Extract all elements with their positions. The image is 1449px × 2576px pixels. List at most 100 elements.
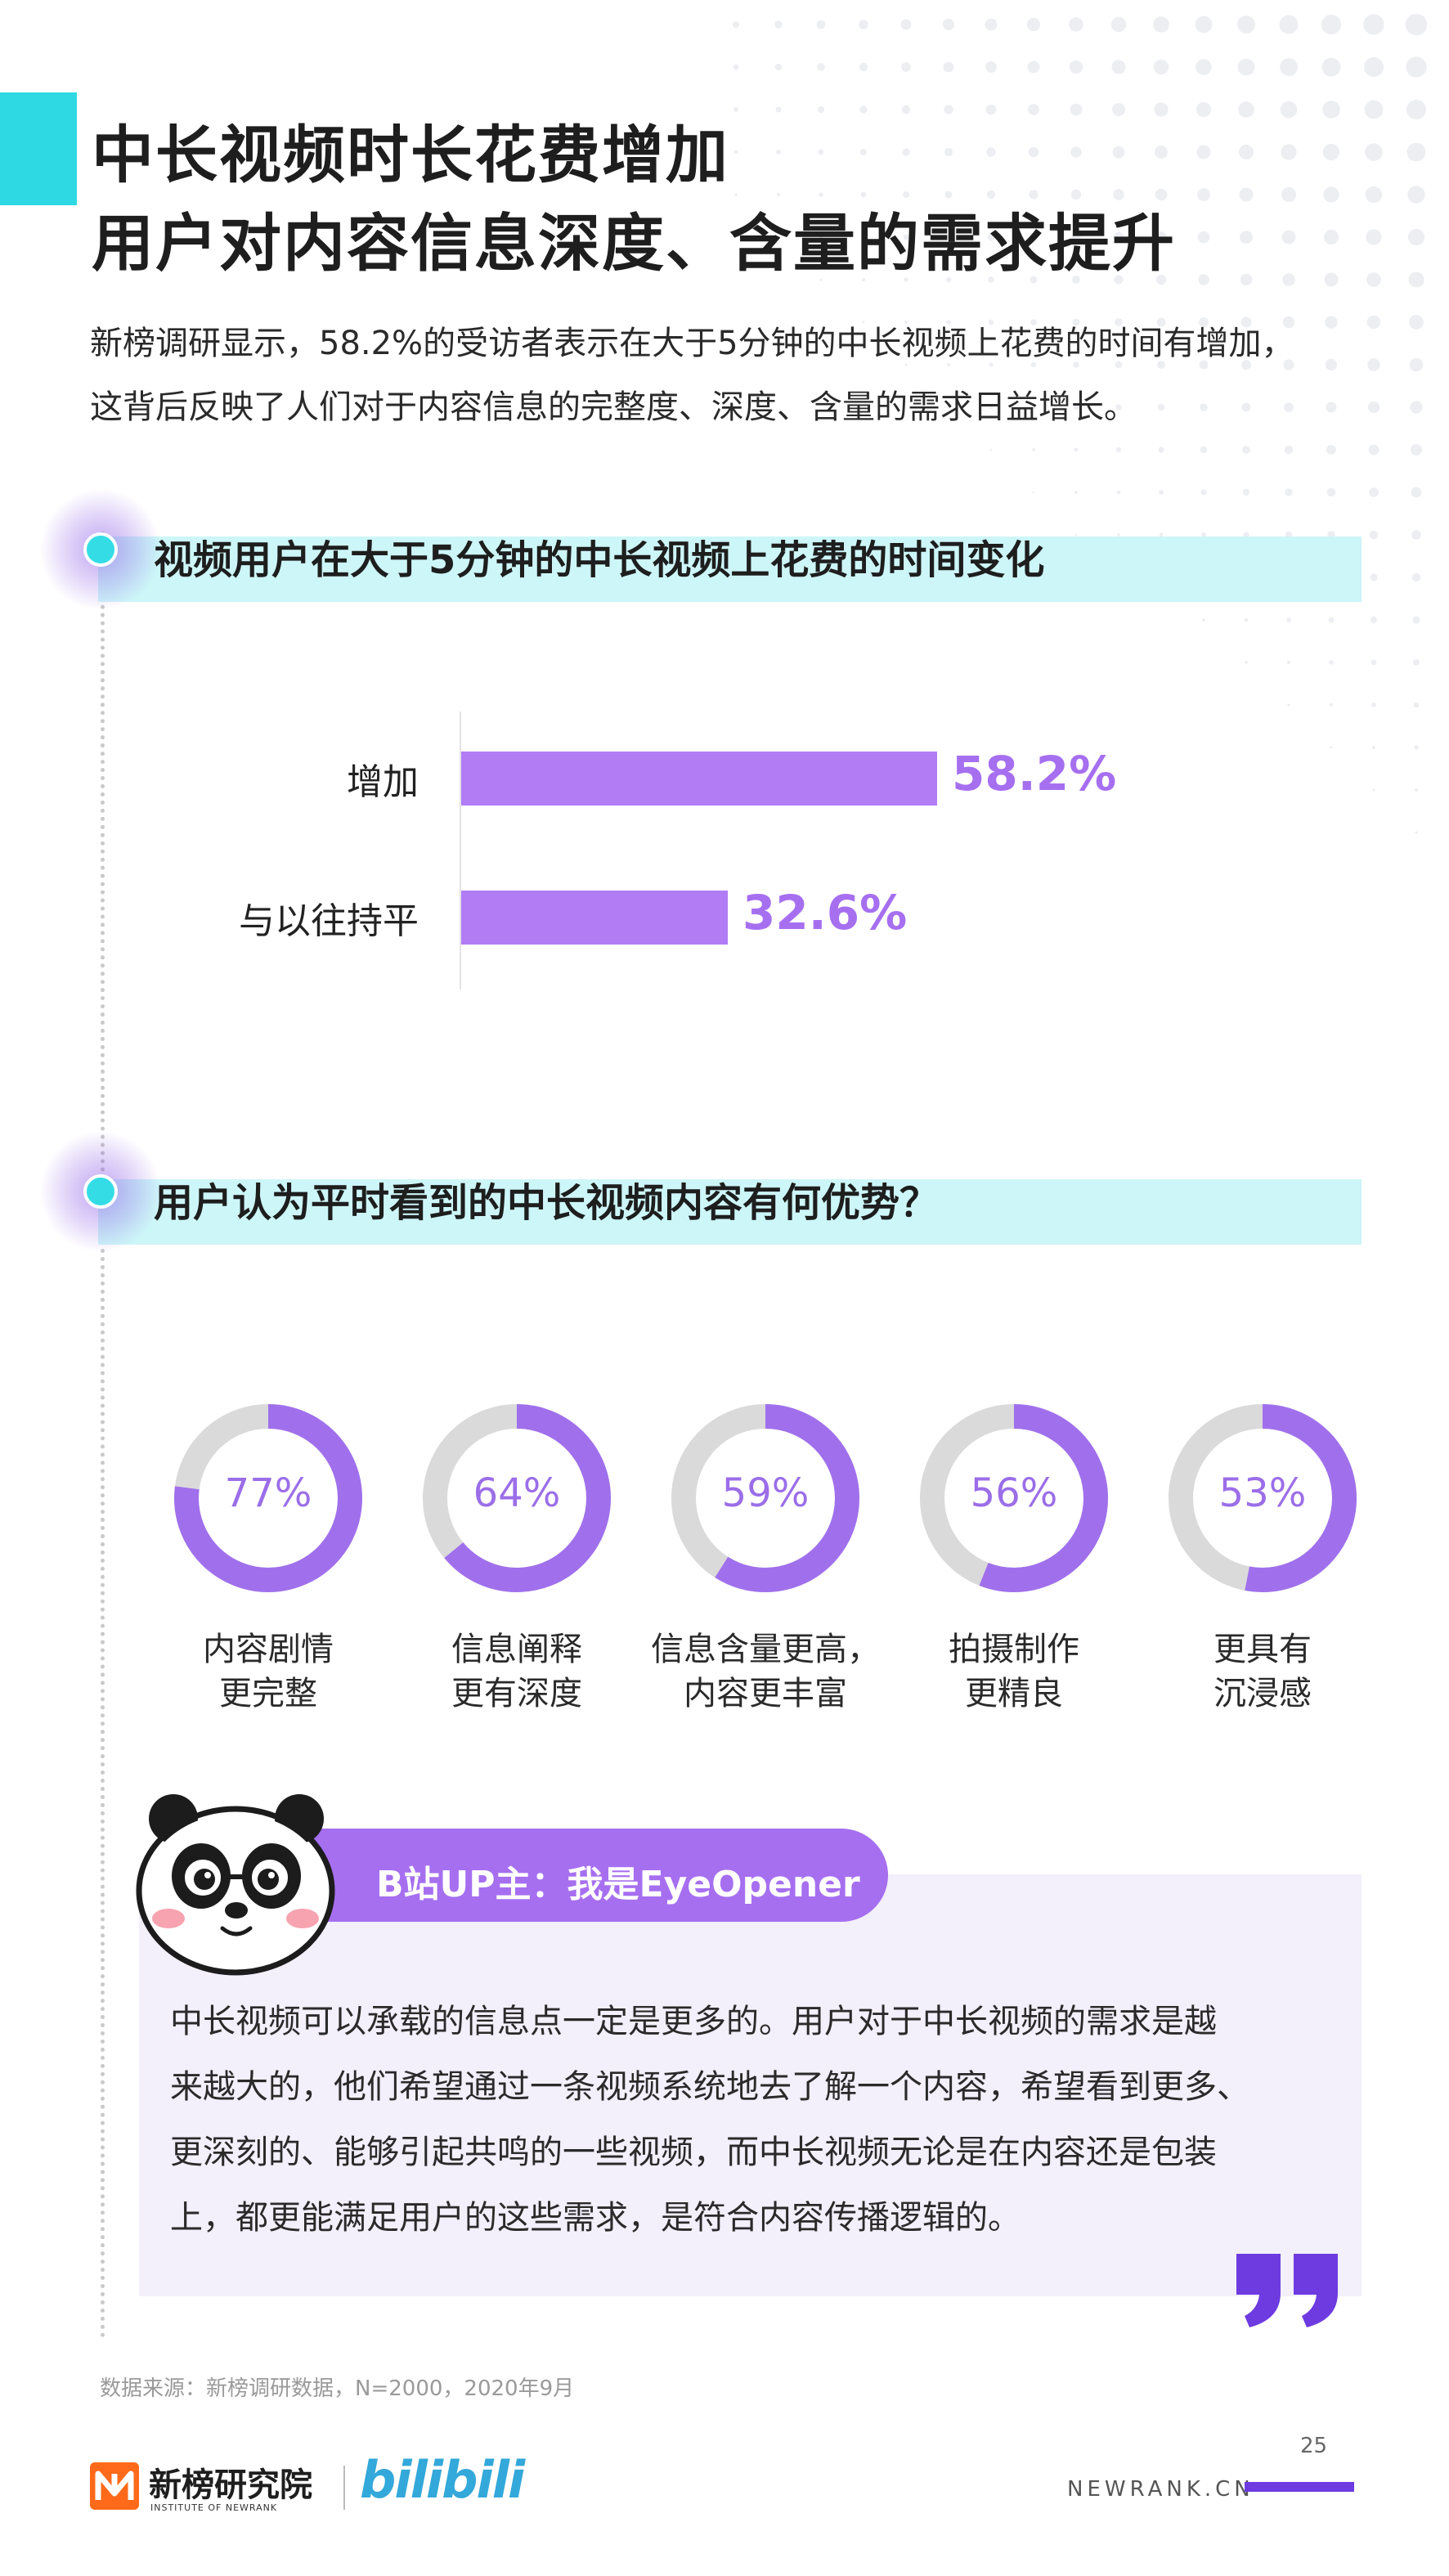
background-dot [900, 19, 912, 30]
background-dot [1321, 57, 1341, 77]
background-dot [1411, 572, 1421, 582]
donut-2: 64% [419, 1400, 615, 1596]
background-dot [1322, 143, 1340, 161]
background-dot [1282, 273, 1295, 286]
background-dot [861, 235, 866, 240]
background-dot [1074, 491, 1078, 494]
newrank-logo-icon [90, 2462, 139, 2510]
page-number: 25 [1300, 2434, 1328, 2458]
background-dot [1032, 491, 1035, 494]
bar-same [461, 891, 728, 945]
background-dot [1325, 358, 1338, 371]
background-dot [1366, 315, 1381, 330]
background-dot [1111, 60, 1126, 74]
background-dot [1071, 232, 1081, 242]
donut-4-caption-line2: 更精良 [965, 1675, 1063, 1712]
background-dot [1365, 143, 1383, 161]
background-dot [1286, 660, 1291, 665]
background-dot [901, 62, 911, 72]
background-dot [1372, 788, 1375, 792]
background-dot [1237, 58, 1255, 76]
donut-4-value: 56% [970, 1470, 1058, 1516]
background-dot [862, 321, 865, 324]
background-dot [1030, 233, 1038, 241]
background-dot [1241, 402, 1251, 412]
donut-4-arc [920, 1404, 1108, 1592]
section1-marker-dot [83, 532, 118, 567]
background-dot [1364, 100, 1384, 119]
bar-value-same: 32.6% [742, 885, 908, 940]
page-title-line1: 中长视频时长花费增加 [92, 119, 729, 191]
background-dot [1156, 317, 1166, 327]
background-dot [1282, 316, 1295, 329]
background-dot [1113, 231, 1124, 243]
background-dot [1408, 272, 1424, 288]
data-source: 数据来源：新榜调研数据，N=2000，2020年9月 [100, 2376, 575, 2401]
bar-label-same: 与以往持平 [239, 900, 419, 942]
background-dot [1113, 189, 1124, 200]
background-dot [1280, 101, 1298, 119]
background-dot [944, 191, 953, 199]
background-dot [1030, 361, 1037, 368]
background-dot [903, 234, 909, 240]
donut-1-value: 77% [224, 1470, 312, 1516]
background-dot [1238, 144, 1254, 160]
background-dot [1409, 357, 1424, 372]
background-dot [776, 192, 781, 197]
background-dot [1406, 100, 1426, 119]
background-dot [1285, 488, 1293, 496]
background-dot [1196, 59, 1212, 75]
background-dot [859, 62, 868, 72]
background-dot [1030, 276, 1038, 284]
background-dot [1330, 746, 1333, 749]
background-dot [1072, 318, 1080, 326]
background-dot [1412, 616, 1420, 624]
background-dot [1153, 16, 1169, 33]
background-dot [1326, 487, 1336, 497]
background-dot [1245, 661, 1248, 664]
background-dot [860, 191, 867, 198]
background-dot [1413, 659, 1420, 666]
background-dot-pattern [732, 13, 1428, 834]
quote-line3: 更深刻的、能够引起共鸣的一些视频，而中长视频无论是在内容还是包装 [170, 2134, 1217, 2171]
background-dot [1411, 487, 1422, 498]
background-dot [1155, 231, 1167, 243]
background-dot [1069, 60, 1083, 74]
background-dot [1200, 489, 1207, 496]
background-dot [1117, 533, 1120, 536]
title-accent-bar [0, 92, 77, 205]
background-dot [985, 18, 998, 31]
background-dot [1407, 228, 1425, 246]
background-dot [904, 320, 908, 325]
background-dot [1406, 56, 1427, 78]
background-dot [1240, 273, 1253, 286]
donut-5-caption-line1: 更具有 [1213, 1631, 1312, 1668]
background-dot [1158, 447, 1164, 453]
background-dot [1073, 361, 1079, 368]
background-dot [1370, 573, 1378, 581]
background-dot [1074, 447, 1079, 452]
donut-5-caption: 更具有 沉浸感 [1140, 1627, 1385, 1716]
donut-4: 56% [916, 1400, 1112, 1596]
background-dot [733, 64, 739, 70]
panda-avatar-icon [136, 1794, 335, 1976]
background-dot [818, 149, 824, 155]
background-dot [986, 190, 996, 200]
background-dot [1154, 102, 1169, 117]
background-dot [775, 106, 782, 113]
background-dot [1284, 402, 1294, 412]
background-dot [1410, 401, 1423, 414]
background-dot [945, 276, 952, 283]
background-dot [776, 150, 781, 155]
background-dot [989, 448, 993, 451]
donut-3-caption: 信息含量更高， 内容更丰富 [643, 1627, 888, 1716]
background-dot [1283, 359, 1294, 370]
background-dot [1326, 445, 1336, 455]
background-dot [859, 20, 868, 29]
background-dot [1407, 186, 1425, 204]
donut-5-arc [1169, 1404, 1357, 1592]
background-dot [860, 149, 867, 155]
background-dot [1155, 146, 1168, 159]
background-dot [1027, 61, 1040, 74]
logo-separator [343, 2466, 345, 2510]
